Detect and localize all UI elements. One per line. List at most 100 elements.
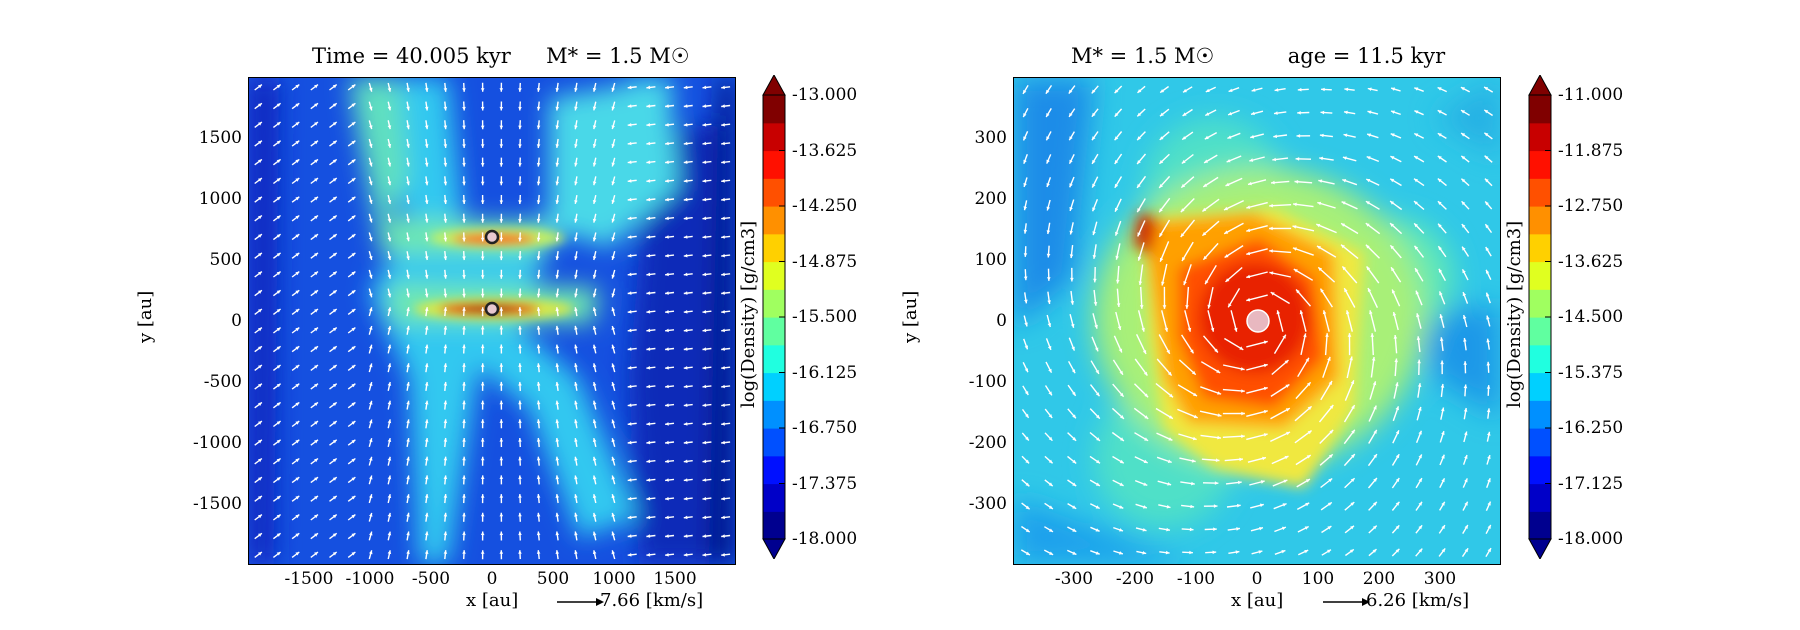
velocity-arrow-head	[443, 200, 448, 204]
velocity-arrow-head	[702, 366, 707, 370]
velocity-arrow-head	[592, 106, 597, 111]
velocity-arrow-head	[1318, 267, 1323, 272]
velocity-arrow	[1316, 223, 1337, 234]
velocity-arrow-head	[369, 438, 373, 443]
velocity-arrow-head	[646, 160, 651, 164]
colorbar-min-extend	[1528, 538, 1552, 559]
velocity-arrow-head	[387, 326, 392, 330]
velocity-arrow-head	[351, 346, 356, 350]
velocity-arrow-head	[683, 179, 688, 183]
velocity-arrow	[1367, 287, 1379, 309]
velocity-arrow-head	[1024, 368, 1028, 373]
velocity-arrow-head	[592, 256, 597, 260]
velocity-arrow-head	[424, 88, 429, 92]
velocity-arrow-head	[351, 514, 356, 519]
velocity-arrow	[1204, 264, 1217, 285]
velocity-arrow-head	[1072, 437, 1077, 441]
velocity-arrow-head	[627, 310, 632, 314]
velocity-arrow-head	[1305, 479, 1310, 483]
x-tick-label: 1000	[592, 569, 636, 589]
velocity-arrow-head	[1162, 305, 1167, 309]
velocity-arrow-head	[683, 403, 688, 407]
velocity-arrow	[1184, 310, 1191, 332]
velocity-arrow-head	[574, 419, 578, 424]
velocity-arrow-head	[536, 144, 541, 148]
colorbar-tick-label: -15.500	[792, 307, 858, 327]
velocity-arrow-head	[258, 290, 262, 294]
velocity-arrow-head	[665, 179, 669, 183]
velocity-arrow-head	[387, 438, 392, 442]
velocity-arrow-head	[1293, 202, 1297, 207]
velocity-arrow-head	[611, 531, 615, 536]
colorbar-tick-label: -18.000	[792, 529, 858, 549]
velocity-arrow-head	[555, 494, 560, 498]
velocity-arrow-head	[499, 307, 504, 311]
velocity-arrow-head	[351, 458, 356, 463]
velocity-arrow-head	[332, 234, 337, 238]
velocity-arrow-head	[1216, 369, 1221, 373]
velocity-arrow-head	[351, 159, 356, 163]
velocity-arrow-head	[351, 309, 356, 313]
velocity-arrow-head	[369, 456, 373, 461]
velocity-arrow-head	[646, 440, 651, 445]
velocity-arrow	[1316, 245, 1337, 258]
velocity-arrow-head	[462, 531, 466, 536]
velocity-arrow-head	[443, 218, 448, 223]
velocity-arrow-head	[387, 181, 392, 186]
velocity-arrow-head	[1091, 89, 1096, 94]
velocity-arrow-head	[627, 197, 632, 202]
velocity-arrow-head	[332, 252, 337, 257]
velocity-arrow	[1222, 388, 1245, 392]
velocity-arrow-head	[480, 144, 485, 148]
velocity-arrow-head	[351, 196, 356, 201]
velocity-arrow-head	[332, 196, 337, 201]
velocity-arrow-head	[387, 550, 392, 555]
velocity-arrow-head	[443, 144, 448, 148]
colorbar-band	[763, 428, 785, 457]
velocity-arrow-head	[721, 403, 725, 407]
velocity-arrow-head	[314, 103, 318, 107]
velocity-arrow-head	[1367, 110, 1372, 114]
velocity-arrow-head	[627, 235, 632, 239]
velocity-arrow-head	[1327, 356, 1331, 361]
velocity-arrow-head	[536, 512, 541, 517]
velocity-arrow	[1207, 310, 1215, 332]
velocity-arrow-head	[462, 512, 466, 517]
velocity-arrow-head	[1160, 89, 1165, 93]
velocity-arrow-head	[574, 218, 578, 223]
velocity-arrow-head	[702, 291, 707, 295]
velocity-arrow-head	[1228, 88, 1233, 92]
velocity-arrow-head	[258, 477, 262, 481]
velocity-arrow-head	[1487, 478, 1491, 483]
velocity-arrow-head	[1142, 528, 1147, 532]
velocity-arrow-head	[1023, 253, 1028, 257]
velocity-arrow	[1159, 241, 1170, 262]
velocity-arrow-head	[369, 531, 373, 536]
velocity-arrow	[1230, 310, 1238, 332]
velocity-arrow-head	[351, 402, 356, 406]
velocity-arrow-head	[1441, 478, 1445, 483]
velocity-arrow-head	[295, 103, 300, 107]
velocity-arrow-head	[1138, 281, 1143, 285]
velocity-arrow-head	[499, 550, 504, 554]
velocity-arrow-head	[1393, 335, 1398, 339]
velocity-arrow-head	[406, 363, 410, 368]
velocity-arrow-head	[351, 140, 356, 145]
colorbar-min-extend	[762, 538, 786, 559]
velocity-arrow	[1161, 263, 1168, 286]
colorbar-band	[1529, 483, 1551, 512]
velocity-arrow-head	[351, 365, 356, 369]
velocity-arrow-head	[1025, 459, 1030, 464]
velocity-arrow-head	[295, 439, 300, 444]
velocity-arrow	[1320, 380, 1333, 401]
velocity-arrow-head	[406, 382, 410, 386]
velocity-arrow	[1199, 410, 1222, 417]
velocity-arrow-head	[1320, 110, 1325, 115]
colorbar-band	[763, 206, 785, 235]
velocity-arrow-head	[518, 550, 522, 554]
velocity-arrow-head	[1092, 207, 1096, 212]
velocity-arrow-head	[387, 456, 392, 461]
velocity-arrow-head	[592, 326, 597, 330]
velocity-arrow-head	[406, 419, 410, 424]
velocity-arrow-head	[702, 459, 707, 464]
